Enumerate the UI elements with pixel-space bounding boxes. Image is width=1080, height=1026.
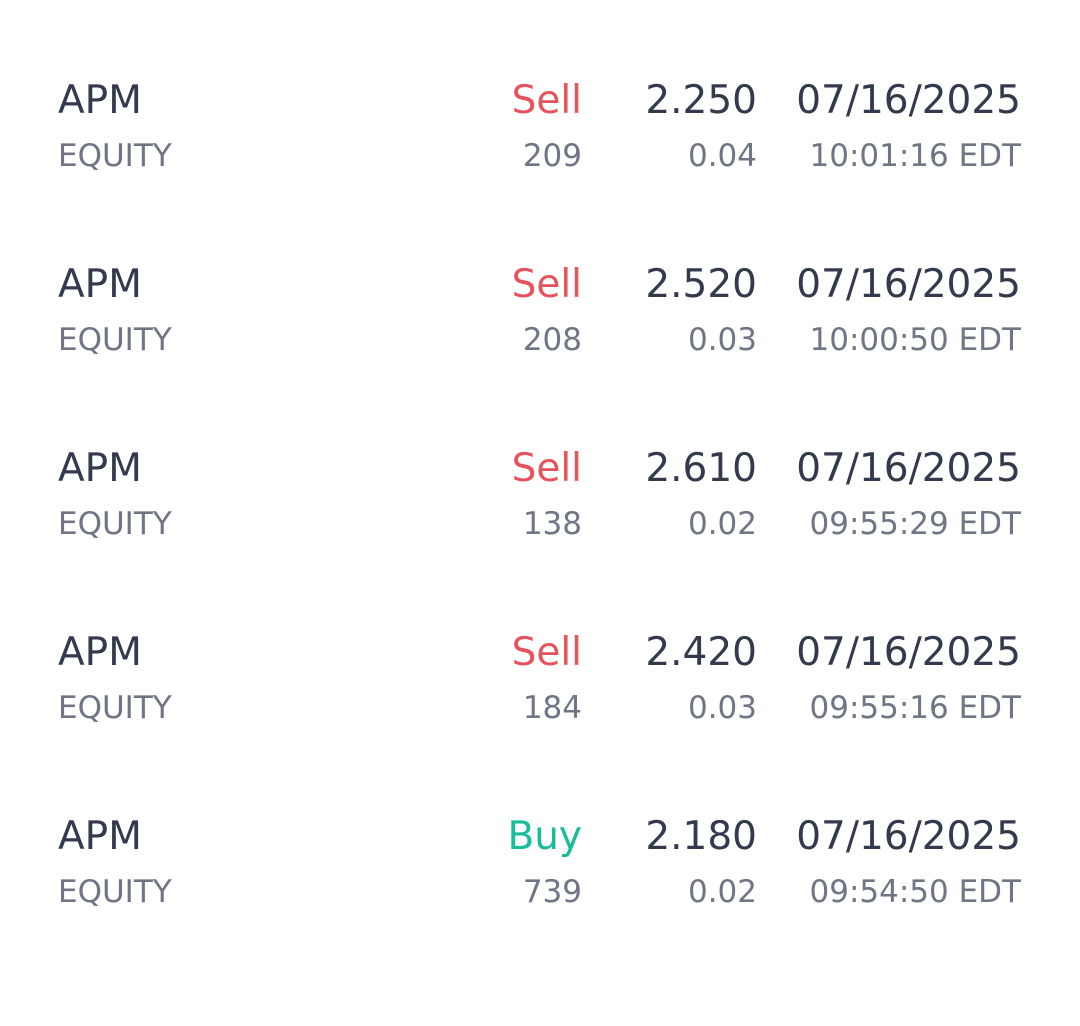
quantity: 184 [522, 690, 582, 726]
symbol: APM [58, 814, 142, 859]
trade-date: 07/16/2025 [796, 78, 1021, 123]
trade-time: 09:55:16 EDT [809, 690, 1021, 726]
trade-row[interactable]: APM EQUITY Buy 739 2.180 0.02 07/16/2025… [0, 812, 1080, 932]
trade-side: Sell [511, 630, 582, 675]
trade-row[interactable]: APM EQUITY Sell 208 2.520 0.03 07/16/202… [0, 260, 1080, 380]
price: 2.180 [645, 814, 757, 859]
trade-side: Sell [511, 262, 582, 307]
trade-date: 07/16/2025 [796, 630, 1021, 675]
symbol: APM [58, 630, 142, 675]
trade-date: 07/16/2025 [796, 446, 1021, 491]
price: 2.610 [645, 446, 757, 491]
instrument-type: EQUITY [58, 322, 172, 358]
trade-date: 07/16/2025 [796, 262, 1021, 307]
quantity: 209 [522, 138, 582, 174]
quantity: 138 [522, 506, 582, 542]
trade-side: Buy [507, 814, 582, 859]
change: 0.04 [687, 138, 757, 174]
trade-side: Sell [511, 446, 582, 491]
trade-row[interactable]: APM EQUITY Sell 184 2.420 0.03 07/16/202… [0, 628, 1080, 748]
symbol: APM [58, 262, 142, 307]
symbol: APM [58, 446, 142, 491]
price: 2.520 [645, 262, 757, 307]
trade-row[interactable]: APM EQUITY Sell 209 2.250 0.04 07/16/202… [0, 76, 1080, 196]
trade-time: 09:55:29 EDT [809, 506, 1021, 542]
change: 0.03 [687, 322, 757, 358]
quantity: 739 [522, 874, 582, 910]
instrument-type: EQUITY [58, 138, 172, 174]
quantity: 208 [522, 322, 582, 358]
trade-date: 07/16/2025 [796, 814, 1021, 859]
change: 0.03 [687, 690, 757, 726]
trade-time: 09:54:50 EDT [809, 874, 1021, 910]
trade-row[interactable]: APM EQUITY Sell 138 2.610 0.02 07/16/202… [0, 444, 1080, 564]
change: 0.02 [687, 506, 757, 542]
price: 2.420 [645, 630, 757, 675]
trade-time: 10:00:50 EDT [809, 322, 1021, 358]
price: 2.250 [645, 78, 757, 123]
instrument-type: EQUITY [58, 874, 172, 910]
symbol: APM [58, 78, 142, 123]
change: 0.02 [687, 874, 757, 910]
trade-side: Sell [511, 78, 582, 123]
instrument-type: EQUITY [58, 506, 172, 542]
trade-time: 10:01:16 EDT [809, 138, 1021, 174]
instrument-type: EQUITY [58, 690, 172, 726]
